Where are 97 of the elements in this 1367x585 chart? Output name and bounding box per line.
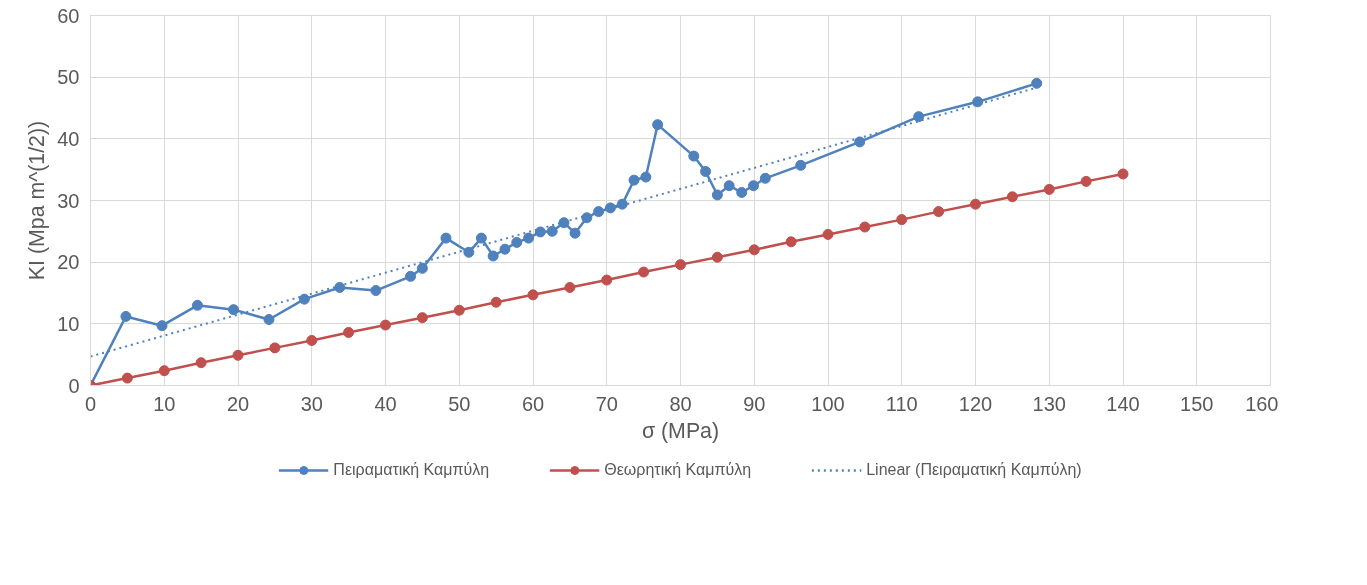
point xyxy=(416,312,428,324)
point xyxy=(534,226,546,238)
y-tick-label: 10 xyxy=(57,312,80,335)
y-tick-label: 40 xyxy=(57,127,80,150)
point xyxy=(723,180,735,192)
point xyxy=(558,217,570,229)
point xyxy=(854,136,866,148)
point xyxy=(343,326,355,338)
point xyxy=(736,186,748,198)
point xyxy=(616,198,628,210)
point xyxy=(795,159,807,171)
point xyxy=(1031,77,1043,89)
point xyxy=(933,206,945,218)
x-axis-title: σ (MPa) xyxy=(641,418,720,443)
point xyxy=(487,250,499,262)
point xyxy=(269,342,281,354)
point xyxy=(158,365,170,377)
y-tick-label: 50 xyxy=(57,66,80,89)
point xyxy=(263,314,275,326)
legend-label: Θεωρητική Καμπύλη xyxy=(604,461,752,479)
point xyxy=(748,244,760,256)
point xyxy=(490,296,502,308)
point xyxy=(711,189,723,201)
point xyxy=(1043,183,1055,195)
x-tick-label: 0 xyxy=(84,392,97,415)
point xyxy=(859,221,871,233)
point xyxy=(195,357,207,369)
point xyxy=(972,96,984,108)
point xyxy=(581,212,593,224)
point xyxy=(1080,175,1092,187)
point xyxy=(896,214,908,226)
point xyxy=(785,236,797,248)
point xyxy=(191,299,203,311)
point xyxy=(700,166,712,178)
point xyxy=(711,251,723,263)
x-tick-label: 10 xyxy=(153,392,176,415)
point xyxy=(748,180,760,192)
point xyxy=(527,289,539,301)
x-tick-label: 40 xyxy=(374,392,397,415)
x-tick-label: 110 xyxy=(885,392,918,415)
point xyxy=(453,304,465,316)
point xyxy=(121,372,133,384)
point xyxy=(463,246,475,258)
y-tick-label: 0 xyxy=(68,374,80,397)
point xyxy=(628,174,640,186)
x-tick-label: 60 xyxy=(521,392,545,415)
point xyxy=(380,319,391,331)
x-tick-label: 80 xyxy=(669,392,692,415)
point xyxy=(405,270,417,282)
x-tick-label: 30 xyxy=(300,392,323,415)
point xyxy=(523,232,535,244)
point xyxy=(675,259,686,271)
point xyxy=(228,304,240,316)
point xyxy=(334,281,346,293)
point xyxy=(688,150,700,162)
x-tick-label: 150 xyxy=(1180,392,1214,415)
point xyxy=(822,228,834,240)
x-tick-label: 120 xyxy=(958,392,993,415)
point xyxy=(1117,168,1129,180)
point xyxy=(601,274,613,286)
point xyxy=(546,225,558,237)
x-tick-label: 50 xyxy=(448,392,471,415)
point xyxy=(306,334,318,346)
y-tick-label: 60 xyxy=(57,4,80,27)
y-axis-title: KI (Mpa m^(1/2)) xyxy=(25,120,50,281)
x-tick-label: 140 xyxy=(1106,392,1140,415)
point xyxy=(156,320,168,332)
point xyxy=(564,281,576,293)
x-tick-label: 20 xyxy=(226,392,250,415)
point xyxy=(638,266,650,278)
point xyxy=(652,119,664,131)
x-tick-label: 90 xyxy=(743,392,766,415)
y-tick-label: 30 xyxy=(57,189,80,212)
point xyxy=(440,232,452,244)
point xyxy=(370,285,382,297)
point xyxy=(913,111,925,123)
x-tick-label: 70 xyxy=(595,392,618,415)
point xyxy=(593,206,605,218)
point xyxy=(569,227,581,239)
point xyxy=(475,232,487,244)
point xyxy=(1006,191,1018,203)
point xyxy=(298,293,310,305)
point xyxy=(416,262,428,274)
point xyxy=(604,202,616,214)
legend-label: Linear (Πειραματική Καμπύλη) xyxy=(866,461,1082,479)
x-tick-label: 160 xyxy=(1245,392,1279,415)
point xyxy=(499,243,511,255)
point xyxy=(640,171,652,183)
legend-label: Πειραματική Καμπύλη xyxy=(333,461,490,479)
point xyxy=(970,198,981,210)
point xyxy=(120,310,132,322)
point xyxy=(511,236,523,248)
x-tick-label: 100 xyxy=(811,392,845,415)
y-tick-label: 20 xyxy=(57,251,80,274)
x-tick-label: 130 xyxy=(1032,392,1066,415)
point xyxy=(232,349,244,361)
point xyxy=(759,172,771,184)
